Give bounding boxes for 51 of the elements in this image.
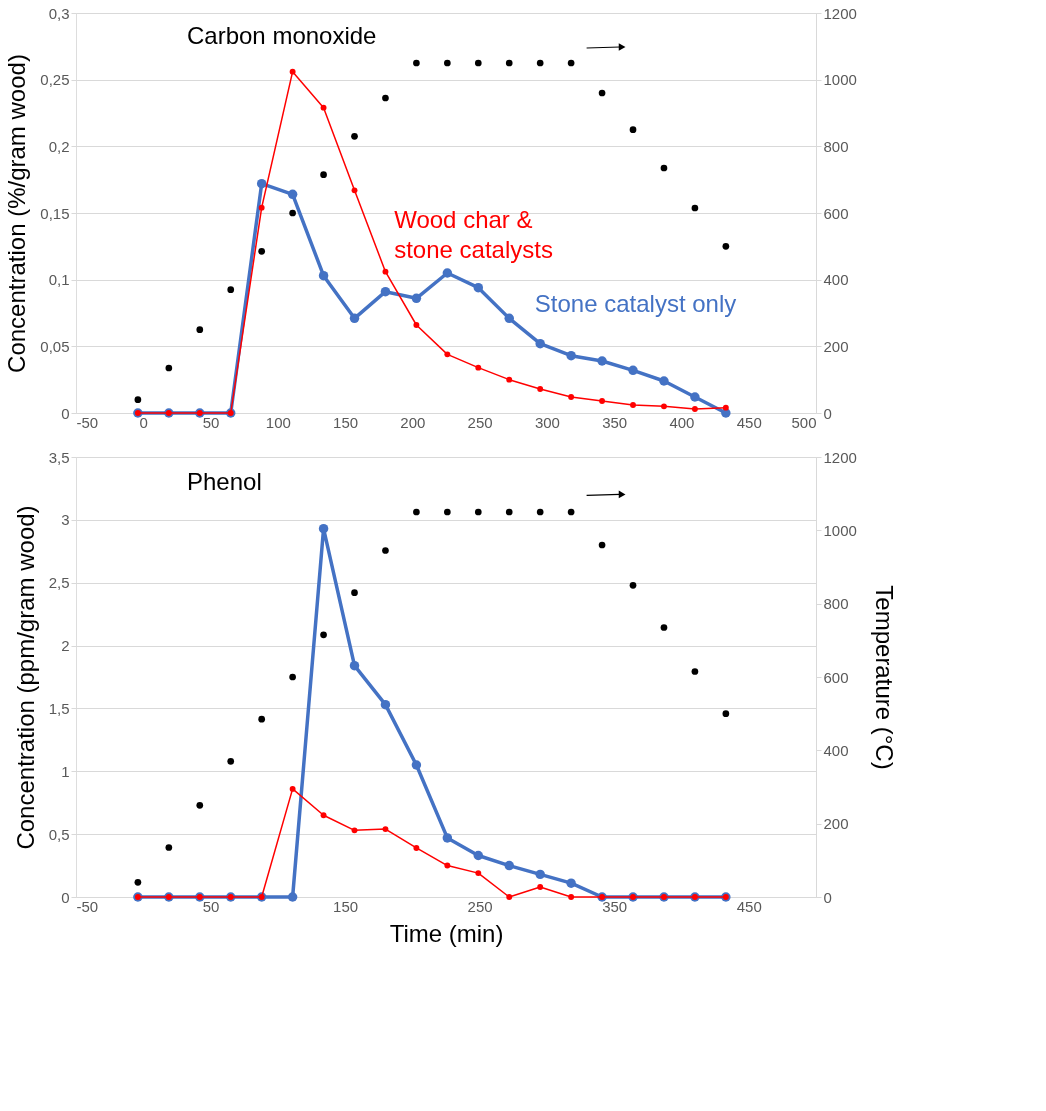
y-axis-title: Concentration (%/gram wood) bbox=[3, 54, 31, 373]
y-tick-label: 0,3 bbox=[48, 4, 70, 22]
x-tick-label: -50 bbox=[76, 897, 99, 915]
y-tick-label: 2 bbox=[61, 637, 70, 655]
y2-tick-label: 800 bbox=[823, 595, 849, 613]
x-tick-label: 300 bbox=[534, 413, 560, 431]
y2-tick-label: 800 bbox=[823, 137, 849, 155]
y-tick-label: 3,5 bbox=[48, 448, 70, 466]
series-label: Stone catalyst only bbox=[534, 290, 737, 317]
x-axis-title: Time (min) bbox=[389, 919, 504, 947]
y2-axis-title: Temperature (°C) bbox=[870, 585, 898, 770]
x-tick-label: 50 bbox=[202, 413, 220, 431]
y2-tick-label: 200 bbox=[823, 337, 849, 355]
x-tick-label: 250 bbox=[467, 413, 493, 431]
x-tick-label: 400 bbox=[669, 413, 695, 431]
series-label: Wood char & stone catalysts bbox=[394, 206, 553, 263]
chart-title: Carbon monoxide bbox=[187, 22, 377, 49]
y-tick-label: 1,5 bbox=[48, 699, 70, 717]
y2-tick-label: 400 bbox=[823, 271, 849, 289]
y2-tick-label: 1000 bbox=[823, 71, 857, 89]
x-tick-label: 350 bbox=[602, 413, 628, 431]
y2-tick-label: 600 bbox=[823, 668, 849, 686]
y2-tick-label: 400 bbox=[823, 741, 849, 759]
x-tick-label: 100 bbox=[265, 413, 291, 431]
y-axis-title: Concentration (ppm/gram wood) bbox=[11, 505, 39, 850]
y2-tick-label: 600 bbox=[823, 204, 849, 222]
y2-tick-label: 1000 bbox=[823, 521, 857, 539]
y-tick-label: 0,15 bbox=[40, 204, 70, 222]
y-tick-label: 0,1 bbox=[48, 271, 70, 289]
x-tick-label: 50 bbox=[202, 897, 220, 915]
text: Phenol bbox=[187, 468, 262, 496]
x-tick-label: 350 bbox=[602, 897, 628, 915]
x-tick-label: 450 bbox=[736, 413, 762, 431]
y-tick-label: 0,25 bbox=[40, 71, 70, 89]
x-tick-label: 150 bbox=[333, 897, 359, 915]
y-tick-label: 0,5 bbox=[48, 825, 70, 843]
x-tick-label: 500 bbox=[791, 413, 817, 431]
x-tick-label: 250 bbox=[467, 897, 493, 915]
y-tick-label: 1 bbox=[61, 762, 70, 780]
x-tick-label: -50 bbox=[76, 413, 99, 431]
y2-tick-label: 1200 bbox=[823, 4, 857, 22]
x-tick-label: 0 bbox=[139, 413, 148, 431]
x-tick-label: 200 bbox=[400, 413, 426, 431]
x-tick-label: 450 bbox=[736, 897, 762, 915]
x-tick-label: 150 bbox=[333, 413, 359, 431]
y2-tick-label: 200 bbox=[823, 815, 849, 833]
y-tick-label: 0,2 bbox=[48, 137, 70, 155]
y-tick-label: 0,05 bbox=[40, 337, 70, 355]
y-tick-label: 3 bbox=[61, 511, 70, 529]
y-tick-label: 2,5 bbox=[48, 574, 70, 592]
y2-tick-label: 1200 bbox=[823, 448, 857, 466]
